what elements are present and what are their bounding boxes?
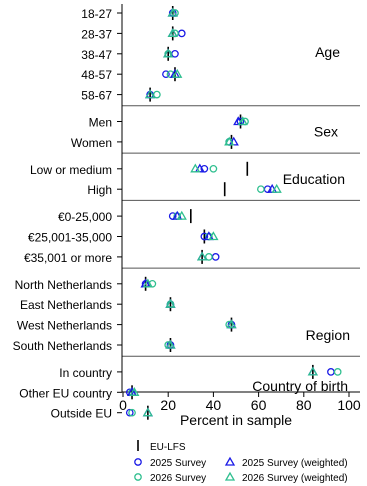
row-label: Men xyxy=(89,116,112,130)
group-label: Region xyxy=(306,327,350,343)
survey-2026-weighted-point xyxy=(144,89,156,99)
x-tick-label: 100 xyxy=(337,397,361,413)
survey-2026-weighted-point xyxy=(165,298,176,308)
group-labels: Age Sex Education Region Country of birth xyxy=(252,44,350,394)
survey-2026-point xyxy=(128,408,136,417)
row-label: In country xyxy=(59,366,112,380)
survey-2026-weighted-point xyxy=(271,183,282,193)
survey-2026-weighted-point xyxy=(226,319,237,329)
survey-2026-point xyxy=(205,253,213,261)
data-marks xyxy=(125,6,342,420)
row-label: Women xyxy=(71,136,112,150)
survey-2026-weighted-point xyxy=(129,386,140,396)
survey-2026-weighted-point xyxy=(165,339,176,349)
row-label: Outside EU xyxy=(51,407,112,421)
survey-2025-point xyxy=(162,70,170,79)
row-label: High xyxy=(87,183,112,197)
survey-2026-weighted-point xyxy=(196,251,208,261)
row-label: 28-37 xyxy=(81,27,112,41)
survey-2026-weighted-point xyxy=(176,210,187,220)
legend-label: 2026 Survey xyxy=(150,473,206,484)
legend: EU-LFS 2025 Survey 2026 Survey 2025 Survey … xyxy=(134,440,348,484)
survey-2026-weighted-point xyxy=(163,48,174,58)
row-label: 38-47 xyxy=(81,48,112,62)
group-label: Education xyxy=(283,171,345,187)
row-label: East Netherlands xyxy=(20,298,112,312)
row-label: South Netherlands xyxy=(13,339,112,353)
row-labels: 18-27 28-37 38-47 48-57 58-67 Men Women Low or … xyxy=(13,7,113,421)
survey-2026-weighted-point xyxy=(142,278,153,288)
survey-2026-weighted-point xyxy=(167,7,178,17)
legend-2026-weighted-marker xyxy=(224,471,236,481)
group-label: Sex xyxy=(314,124,338,140)
survey-2026-point xyxy=(333,368,342,376)
legend-2026-marker xyxy=(134,473,142,481)
survey-2026-weighted-point xyxy=(190,163,201,173)
survey-2026-weighted-point xyxy=(307,366,318,376)
x-tick-label: 40 xyxy=(206,397,222,413)
survey-2025-point xyxy=(177,29,186,38)
legend-label: EU-LFS xyxy=(150,442,186,453)
x-tick-label: 60 xyxy=(251,397,267,413)
survey-2026-point xyxy=(209,164,218,173)
group-label: Country of birth xyxy=(252,378,348,394)
x-tick-label: 80 xyxy=(296,397,312,413)
row-label: 18-27 xyxy=(81,7,112,21)
survey-2026-weighted-point xyxy=(224,136,235,146)
row-label: €0-25,000 xyxy=(58,210,112,224)
group-label: Age xyxy=(315,44,340,60)
legend-2025-weighted-marker xyxy=(224,456,236,466)
chart-axes xyxy=(117,4,360,414)
x-tick-label: 0 xyxy=(119,397,127,413)
row-label: €35,001 or more xyxy=(24,251,112,265)
survey-2025-point xyxy=(125,408,134,417)
legend-label: 2025 Survey (weighted) xyxy=(242,458,348,469)
survey-2026-weighted-point xyxy=(142,407,153,417)
survey-2026-weighted-point xyxy=(208,231,219,241)
row-label: €25,001-35,000 xyxy=(28,231,112,245)
survey-2026-weighted-point xyxy=(237,116,248,126)
survey-2026-point xyxy=(153,90,161,99)
row-label: 58-67 xyxy=(81,89,112,103)
row-label: Low or medium xyxy=(30,163,112,177)
survey-2025-point xyxy=(211,253,220,261)
x-axis-label: Percent in sample xyxy=(180,412,292,428)
survey-2026-weighted-point xyxy=(167,28,178,38)
x-ticks: 0 20 40 60 80 100 xyxy=(119,392,361,413)
survey-2025-point xyxy=(327,368,335,376)
row-label: 48-57 xyxy=(81,68,112,82)
row-label: North Netherlands xyxy=(15,278,112,292)
row-label: West Netherlands xyxy=(17,319,112,333)
chart-separators xyxy=(122,105,360,357)
legend-label: 2026 Survey (weighted) xyxy=(242,473,348,484)
survey-2026-point xyxy=(257,185,265,194)
legend-2025-marker xyxy=(134,458,142,466)
legend-label: 2025 Survey xyxy=(150,458,206,469)
survey-2026-weighted-point xyxy=(172,68,183,78)
survey-2025-point xyxy=(171,49,179,58)
x-tick-label: 20 xyxy=(160,397,176,413)
row-label: Other EU country xyxy=(19,386,112,400)
